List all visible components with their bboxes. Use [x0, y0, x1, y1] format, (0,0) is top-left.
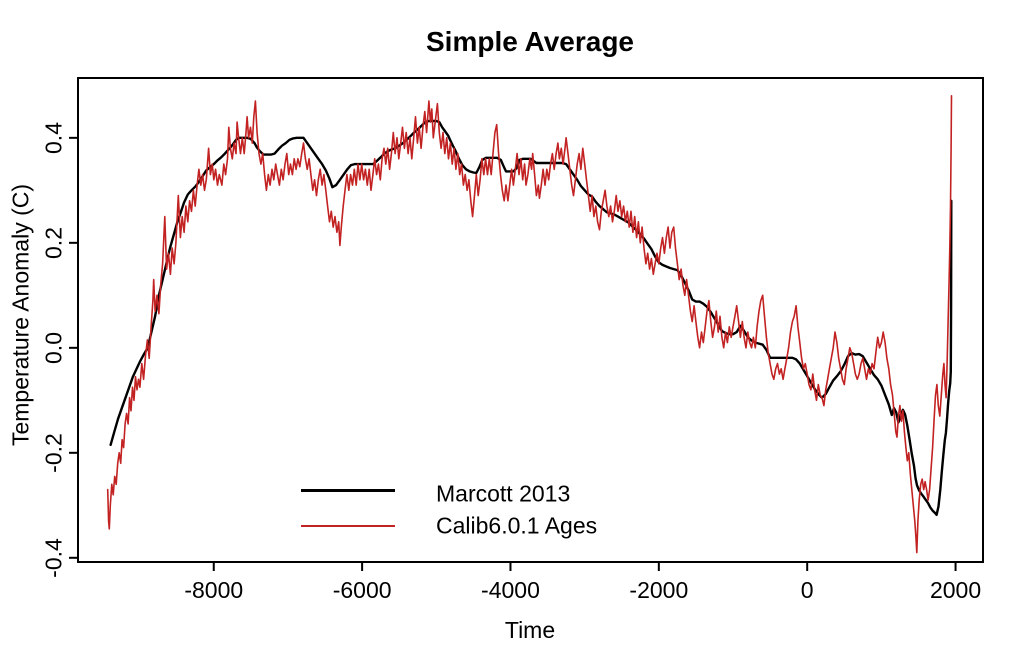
- x-tick-label--6000: -6000: [332, 577, 392, 603]
- y-tick-label-0.2: 0.2: [40, 226, 67, 259]
- y-tick-label-0.0: 0.0: [40, 331, 67, 364]
- legend-label-marcott: Marcott 2013: [436, 480, 571, 507]
- legend-label-calib: Calib6.0.1 Ages: [436, 512, 598, 539]
- series-line-1: [106, 95, 953, 554]
- y-axis-title: Temperature Anomaly (C): [7, 183, 34, 447]
- chart-title: Simple Average: [425, 26, 635, 57]
- series-line-0: [109, 119, 953, 516]
- y-tick-label--0.2: -0.2: [40, 432, 67, 473]
- x-tick-label--4000: -4000: [481, 577, 540, 603]
- x-axis-title: Time: [504, 617, 556, 643]
- x-tick-label-2000: 2000: [929, 577, 982, 603]
- legend-line-calib: [301, 525, 395, 527]
- y-tick-label-0.4: 0.4: [40, 121, 67, 154]
- y-tick-label--0.4: -0.4: [40, 537, 67, 578]
- plot-frame: [77, 77, 984, 563]
- x-tick-label-0: 0: [800, 577, 814, 603]
- x-tick-label--2000: -2000: [629, 577, 689, 603]
- x-tick-label--8000: -8000: [184, 577, 244, 603]
- series-lines: [106, 95, 953, 554]
- tick-marks: [69, 136, 957, 571]
- legend-line-marcott: [301, 489, 395, 492]
